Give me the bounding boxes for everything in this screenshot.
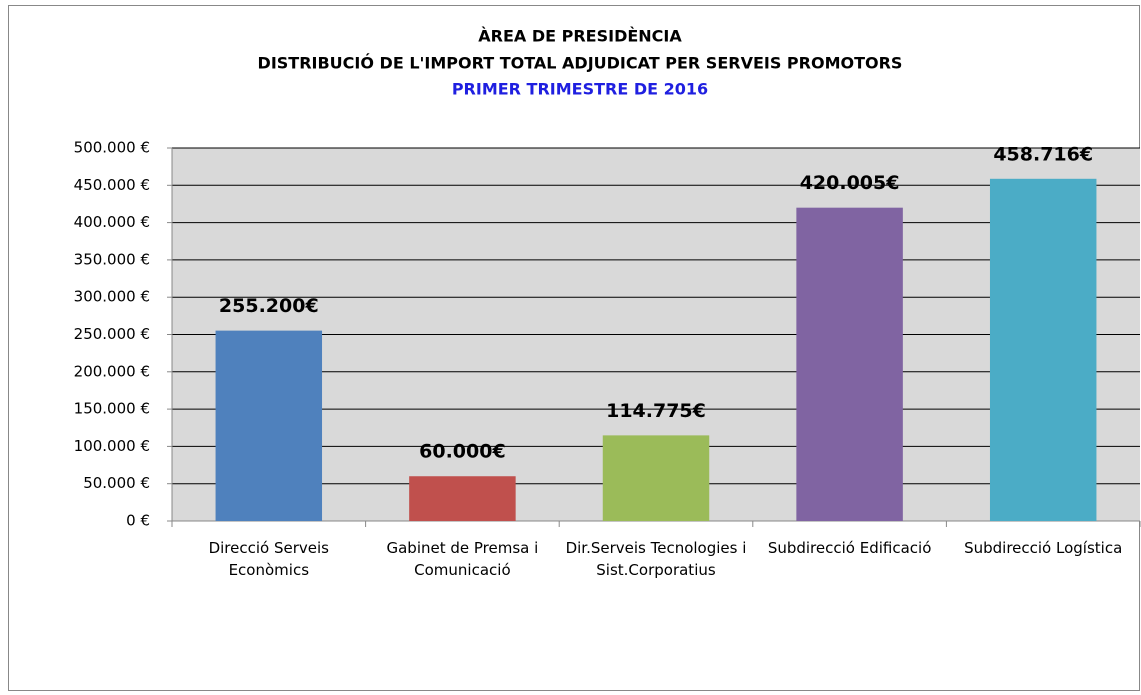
bar [215, 330, 323, 521]
y-tick-label: 350.000 € [74, 250, 150, 268]
y-tick-label: 450.000 € [74, 176, 150, 194]
y-tick-label: 300.000 € [74, 288, 150, 306]
x-tick-label: Gabinet de Premsa i Comunicació [386, 539, 539, 579]
value-label: 114.775€ [606, 400, 706, 422]
y-tick-label: 500.000 € [74, 139, 150, 157]
x-tick-label: Direcció Serveis Econòmics [208, 539, 329, 579]
x-tick-label: Subdirecció Edificació [767, 539, 932, 557]
bar [796, 207, 903, 521]
bar [989, 178, 1097, 522]
y-tick-label: 250.000 € [74, 325, 150, 343]
value-label: 458.716€ [993, 143, 1093, 165]
x-tick-label: Dir.Serveis Tecnologies i Sist.Corporati… [565, 539, 747, 579]
value-label: 255.200€ [219, 295, 319, 317]
x-tick-label: Subdirecció Logística [964, 539, 1123, 557]
value-label: 60.000€ [419, 441, 506, 463]
y-tick-label: 400.000 € [74, 213, 150, 231]
bar [602, 435, 710, 521]
y-tick-label: 200.000 € [74, 362, 150, 380]
y-tick-label: 150.000 € [74, 400, 150, 418]
bar [409, 476, 516, 521]
chart-subtitle: DISTRIBUCIÓ DE L'IMPORT TOTAL ADJUDICAT … [258, 54, 903, 73]
chart-period: PRIMER TRIMESTRE DE 2016 [452, 80, 708, 99]
value-label: 420.005€ [800, 172, 900, 194]
chart-title: ÀREA DE PRESIDÈNCIA [478, 27, 682, 46]
y-tick-label: 50.000 € [83, 474, 150, 492]
y-tick-label: 100.000 € [74, 437, 150, 455]
y-tick-label: 0 € [126, 512, 150, 530]
